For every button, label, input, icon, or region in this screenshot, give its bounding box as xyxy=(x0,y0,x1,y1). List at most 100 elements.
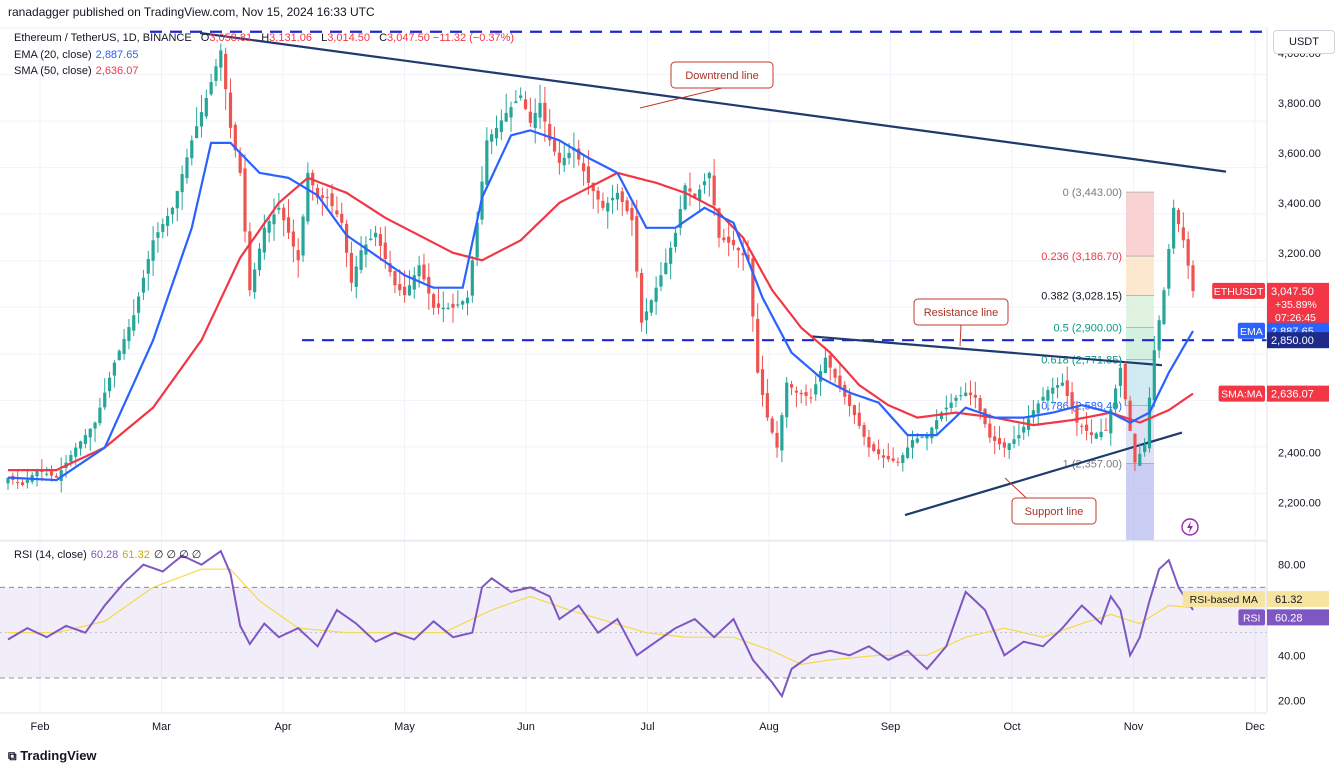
time-tick-label: Jul xyxy=(640,721,654,733)
candle xyxy=(504,93,508,123)
candle xyxy=(228,78,233,139)
candle xyxy=(1070,381,1074,414)
candle-body xyxy=(973,394,977,398)
ema-20-line xyxy=(7,129,1194,482)
candle-body xyxy=(83,435,87,444)
candle xyxy=(1152,335,1156,408)
candle xyxy=(983,408,987,428)
candle-body xyxy=(828,355,832,368)
candle xyxy=(988,413,992,443)
downtrend-box xyxy=(670,61,774,89)
candle-body xyxy=(1070,392,1074,410)
symbol-title[interactable]: Ethereum / TetherUS, 1D, BINANCE xyxy=(14,32,192,44)
candle xyxy=(997,426,1002,450)
candle-body xyxy=(1046,390,1050,401)
candle-body xyxy=(1089,432,1094,436)
candle-body xyxy=(968,392,973,396)
candle xyxy=(286,199,291,240)
candle xyxy=(166,207,170,237)
candle-body xyxy=(881,455,886,458)
candle-body xyxy=(538,102,542,118)
candle-body xyxy=(277,207,281,210)
candle xyxy=(456,290,460,308)
fib-level-label: 0 (3,443.00) xyxy=(1063,187,1122,199)
candle-body xyxy=(78,441,83,449)
candle-body xyxy=(117,350,121,361)
sma-legend[interactable]: SMA (50, close) 2,636.07 xyxy=(14,65,138,77)
price-tick-label: 3,200.00 xyxy=(1278,248,1321,260)
currency-button[interactable]: USDT xyxy=(1273,30,1335,54)
candle-body xyxy=(886,455,890,460)
candle xyxy=(1060,373,1065,387)
candle xyxy=(1143,437,1147,457)
candle xyxy=(552,126,557,156)
candle xyxy=(1041,387,1045,403)
candle-body xyxy=(1017,435,1021,439)
candle-body xyxy=(625,200,629,212)
candle-body xyxy=(988,423,992,438)
candle-body xyxy=(910,440,915,448)
candle xyxy=(891,447,895,463)
candle xyxy=(538,84,542,129)
candle-body xyxy=(490,134,494,142)
price-tag-label: SMA:MA xyxy=(1221,389,1262,401)
candle-body xyxy=(997,438,1002,445)
candle-body xyxy=(630,207,634,221)
candle-body xyxy=(698,189,702,201)
candle-body xyxy=(1133,433,1137,463)
ema-legend[interactable]: EMA (20, close) 2,887.65 xyxy=(14,49,138,61)
rsi-legend[interactable]: RSI (14, close) 60.28 61.32 ∅ ∅ ∅ ∅ xyxy=(14,548,201,561)
rsi-tag-label-box xyxy=(1182,591,1265,608)
candle-body xyxy=(702,181,707,186)
candle xyxy=(340,202,344,230)
candle xyxy=(248,222,252,297)
candle xyxy=(301,214,305,262)
candle xyxy=(698,184,702,213)
candle-body xyxy=(470,260,474,296)
candle-body xyxy=(185,157,189,179)
candle xyxy=(620,187,624,216)
candle-body xyxy=(393,271,397,286)
candle xyxy=(465,290,470,316)
candle-body xyxy=(552,140,557,152)
price-tag-value: 2,636.07 xyxy=(1271,389,1314,401)
candle xyxy=(272,198,276,241)
candle-body xyxy=(127,327,131,342)
publisher-credit: ranadagger published on TradingView.com,… xyxy=(8,5,375,19)
candle xyxy=(906,436,910,460)
candle xyxy=(591,182,595,209)
downtrend-callout: Downtrend line xyxy=(639,61,774,109)
candle xyxy=(944,395,948,422)
candle xyxy=(1186,231,1190,279)
candle xyxy=(354,255,358,299)
time-tick-label: Apr xyxy=(274,721,291,733)
candle xyxy=(533,98,537,144)
lightning-icon xyxy=(1181,518,1199,536)
candle xyxy=(325,188,329,210)
candle-body xyxy=(1143,445,1147,453)
candle xyxy=(432,292,436,315)
candle-body xyxy=(862,425,866,437)
candle-body xyxy=(354,266,358,287)
candle-body xyxy=(233,124,237,151)
candle xyxy=(393,270,397,294)
candle-body xyxy=(1109,409,1113,434)
candle xyxy=(1138,443,1142,466)
candle-body xyxy=(330,193,334,207)
candle-body xyxy=(1152,350,1156,401)
candle-body xyxy=(780,415,784,451)
candle xyxy=(461,300,465,310)
fib-extension-zone xyxy=(1126,463,1154,540)
candle-body xyxy=(1075,405,1079,423)
time-tick-label: Dec xyxy=(1245,721,1265,733)
candle xyxy=(1012,425,1016,449)
candle-body xyxy=(272,214,276,225)
lightning-icon-bolt xyxy=(1187,521,1193,533)
candle xyxy=(1080,423,1084,435)
rsi-tag-value: 61.32 xyxy=(1275,594,1303,606)
candle-body xyxy=(88,428,92,438)
candle-body xyxy=(659,275,663,287)
support-callout: Support line xyxy=(1004,477,1097,525)
candle-body xyxy=(1036,403,1040,414)
